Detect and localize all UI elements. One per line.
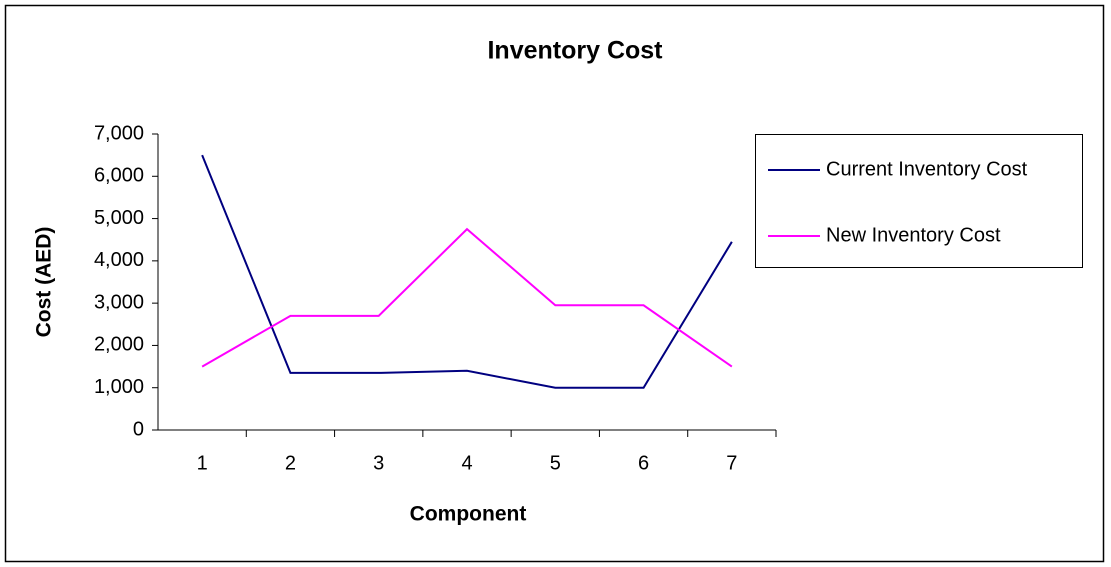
legend-box — [755, 134, 1083, 268]
series-line — [201, 227, 733, 368]
chart-border — [4, 4, 1105, 563]
legend-label: New Inventory Cost — [826, 224, 1001, 246]
legend-label: Current Inventory Cost — [826, 158, 1028, 180]
series-line — [201, 154, 733, 389]
y-tick-label: 7,000 — [94, 122, 144, 144]
x-tick-label: 5 — [550, 452, 561, 474]
x-axis-label: Component — [410, 503, 527, 526]
x-tick-label: 6 — [638, 452, 649, 474]
y-tick-label: 0 — [133, 418, 144, 440]
y-tick-label: 3,000 — [94, 291, 144, 313]
x-tick-label: 4 — [461, 452, 472, 474]
y-axis-label: Cost (AED) — [33, 227, 56, 338]
y-tick-label: 6,000 — [94, 165, 144, 187]
y-tick-label: 4,000 — [94, 249, 144, 271]
y-tick-label: 1,000 — [94, 376, 144, 398]
x-tick-label: 3 — [373, 452, 384, 474]
x-tick-label: 1 — [197, 452, 208, 474]
y-tick-label: 2,000 — [94, 334, 144, 356]
x-tick-label: 2 — [285, 452, 296, 474]
chart-title: Inventory Cost — [487, 37, 663, 65]
x-tick-label: 7 — [726, 452, 737, 474]
y-tick-label: 5,000 — [94, 207, 144, 229]
